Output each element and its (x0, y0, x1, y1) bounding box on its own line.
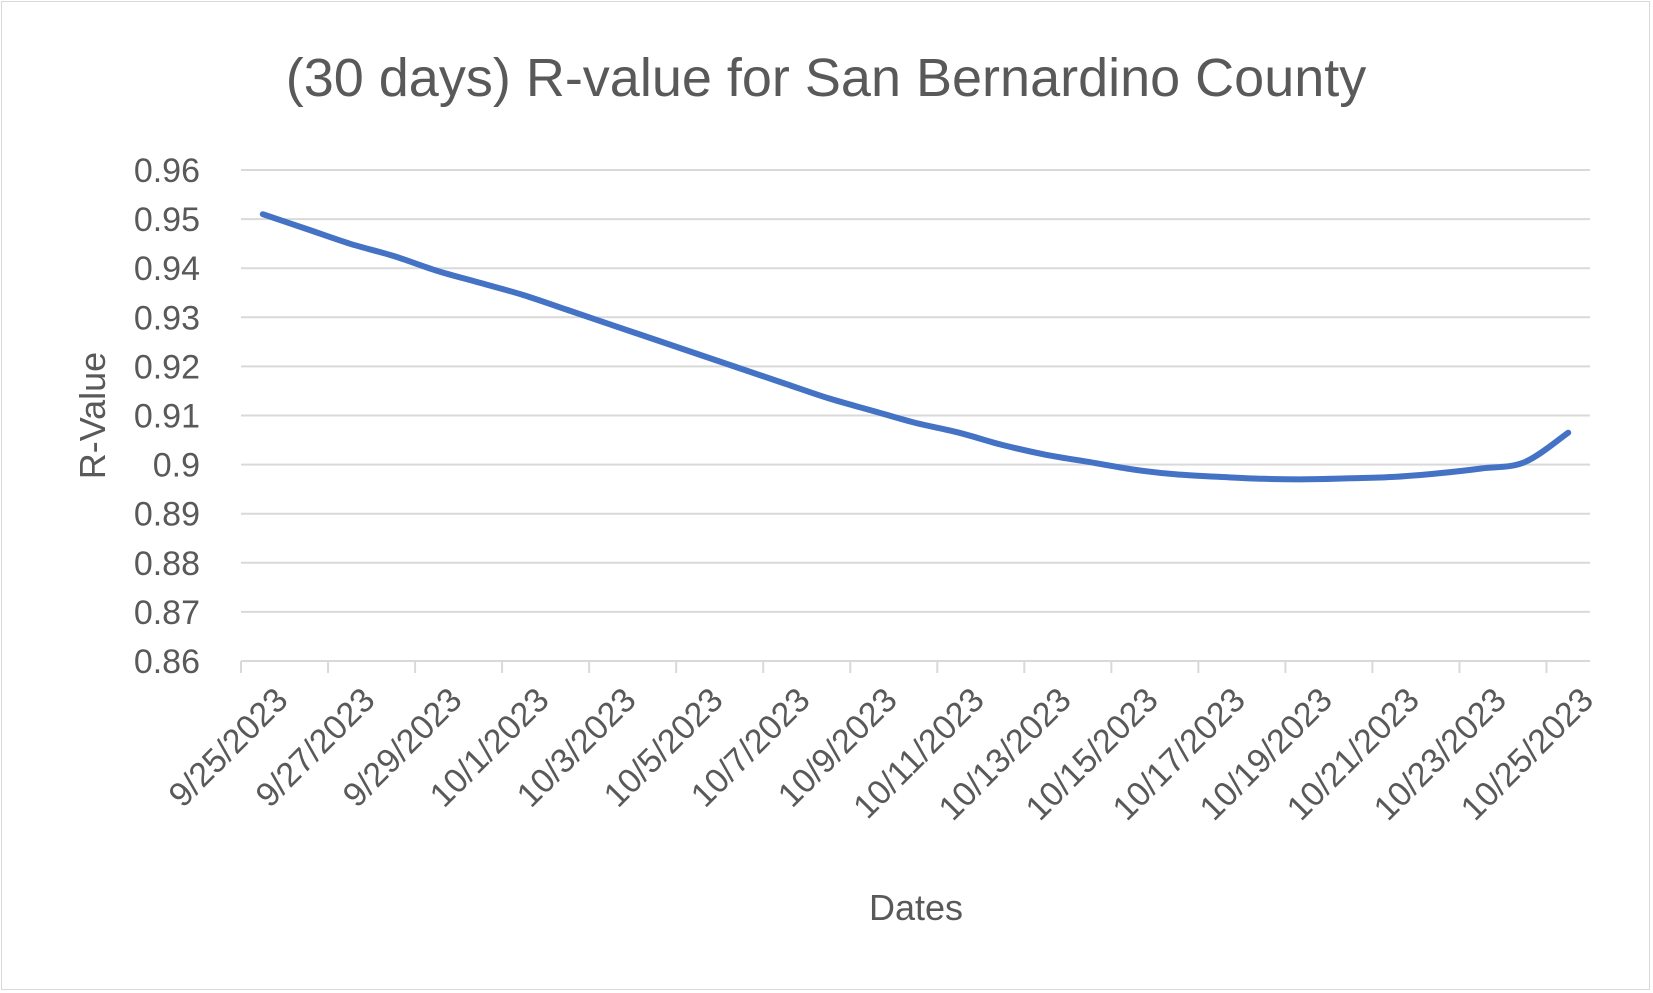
x-axis-ticks (240, 661, 1548, 673)
y-tick-label: 0.95 (134, 201, 200, 239)
chart-title: (30 days) R-value for San Bernardino Cou… (286, 48, 1367, 108)
y-tick-label: 0.88 (134, 545, 200, 583)
y-tick-label: 0.9 (153, 447, 200, 485)
y-tick-label: 0.87 (134, 594, 200, 632)
y-tick-label: 0.92 (134, 348, 200, 386)
y-axis-title: R-Value (72, 352, 113, 479)
gridlines (241, 169, 1590, 613)
x-axis-title: Dates (869, 887, 963, 928)
series-line-r-value (259, 211, 1572, 483)
y-tick-label: 0.86 (134, 643, 200, 681)
y-tick-label: 0.91 (134, 398, 200, 436)
y-tick-label: 0.93 (134, 299, 200, 337)
x-axis-tick-labels: 9/25/20239/27/20239/29/202310/1/202310/3… (162, 681, 1601, 828)
y-tick-label: 0.96 (134, 152, 200, 190)
y-tick-label: 0.94 (134, 250, 200, 288)
y-tick-label: 0.89 (134, 496, 200, 534)
y-axis-tick-labels: 0.86 0.87 0.88 0.89 0.9 0.91 0.92 0.93 0.94 0.95 0… (134, 152, 200, 681)
